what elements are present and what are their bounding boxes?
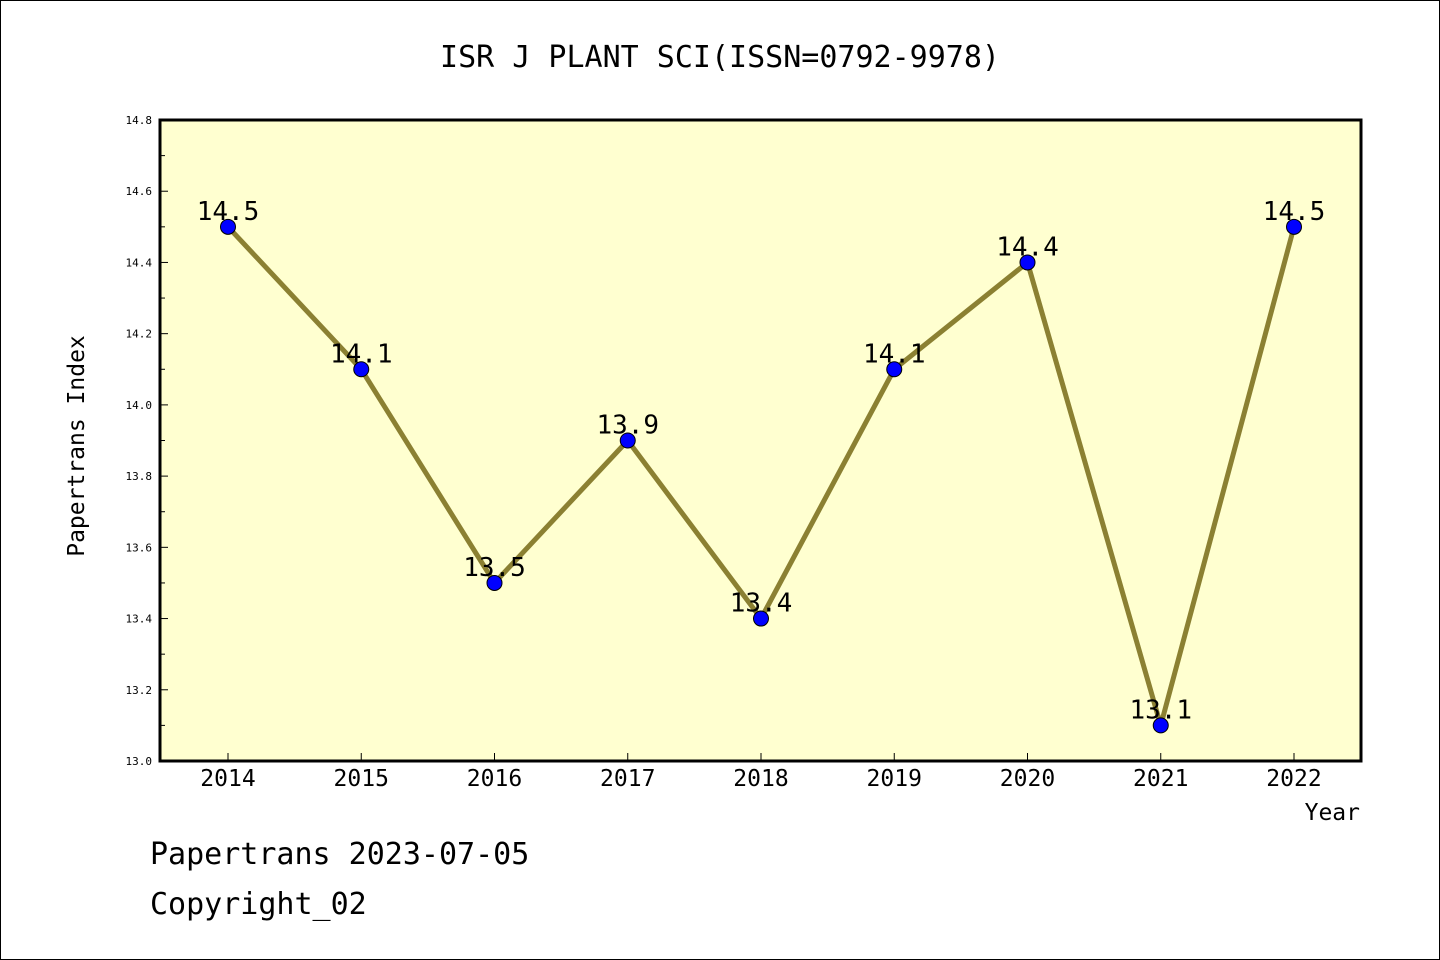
data-point [1152, 717, 1169, 734]
y-tick-label: 14.0 [126, 399, 153, 412]
x-tick-label: 2015 [334, 766, 389, 792]
y-tick-label: 14.8 [126, 114, 153, 127]
y-axis: 13.0 13.2 13.4 13.6 13.8 14.0 14.2 14.4 14.6 14.8 [126, 114, 168, 768]
y-tick-label: 13.6 [126, 541, 153, 554]
data-label: 14.5 [197, 197, 260, 227]
x-axis-label: Year [1305, 800, 1360, 826]
data-label: 14.5 [1263, 197, 1326, 227]
x-tick-label: 2019 [867, 766, 922, 792]
y-tick-label: 13.8 [126, 470, 153, 483]
data-point [486, 574, 503, 591]
footer-date: Papertrans 2023-07-05 [150, 837, 529, 872]
x-tick-label: 2014 [200, 766, 255, 792]
footer-copyright: Copyright_02 [150, 887, 367, 922]
x-tick-label: 2022 [1266, 766, 1321, 792]
data-label: 14.4 [996, 232, 1059, 262]
data-point [753, 610, 769, 627]
x-tick-label: 2016 [467, 766, 522, 792]
chart-title: ISR J PLANT SCI(ISSN=0792-9978) [440, 40, 1000, 75]
data-label: 13.9 [596, 411, 659, 441]
x-axis: 2014 2015 2016 2017 2018 2019 2020 2021 2022 [200, 753, 1322, 792]
y-tick-label: 13.0 [126, 755, 153, 768]
x-tick-label: 2020 [1000, 766, 1055, 792]
data-label: 14.1 [863, 339, 926, 369]
y-tick-label: 14.6 [126, 185, 153, 198]
data-point [353, 361, 370, 378]
y-axis-label: Papertrans Index [64, 335, 90, 557]
data-point [619, 432, 636, 449]
data-label: 13.1 [1129, 695, 1192, 725]
data-point [1019, 254, 1036, 271]
data-label: 13.5 [463, 553, 526, 583]
y-tick-label: 13.2 [126, 684, 153, 697]
x-tick-label: 2017 [600, 766, 655, 792]
x-tick-label: 2018 [733, 766, 788, 792]
y-tick-label: 13.4 [126, 613, 153, 626]
plot-area [158, 118, 1363, 763]
data-point [220, 218, 236, 235]
x-tick-label: 2021 [1133, 766, 1188, 792]
series-line-group: 14.5 14.1 13.5 13.9 13.4 14.1 14.4 13.1 14.5 [197, 197, 1326, 734]
y-tick-label: 14.4 [126, 256, 153, 269]
data-label: 14.1 [330, 339, 393, 369]
data-point [886, 361, 903, 378]
data-point [1286, 218, 1302, 235]
y-tick-label: 14.2 [126, 328, 153, 341]
data-label: 13.4 [730, 589, 793, 619]
